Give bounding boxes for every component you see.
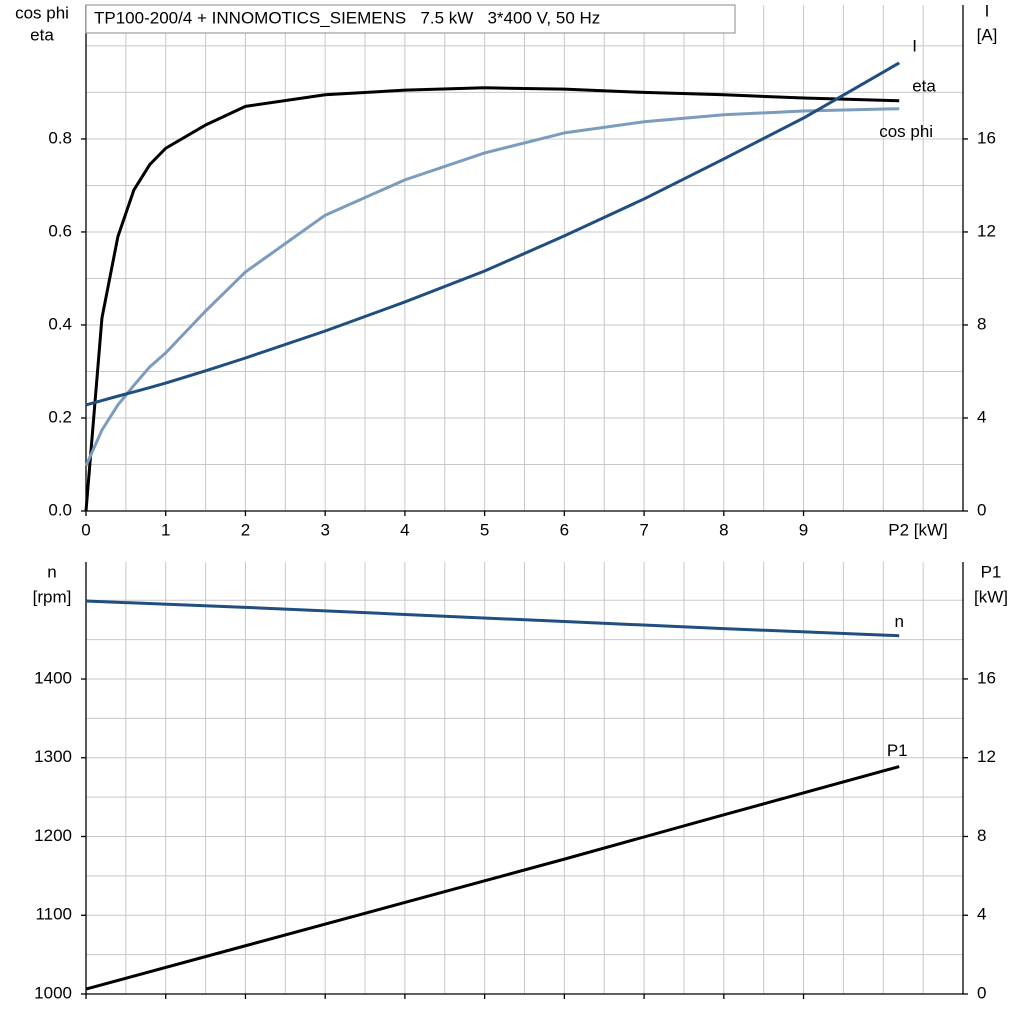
y-axis-label: [rpm] xyxy=(33,587,72,606)
y2-tick-label: 16 xyxy=(977,668,996,687)
x-tick-label: 3 xyxy=(320,520,329,539)
y-tick-label: 0.8 xyxy=(48,128,72,147)
y2-tick-label: 4 xyxy=(977,407,986,426)
y-tick-label: 0.6 xyxy=(48,221,72,240)
x-tick-label: 9 xyxy=(799,520,808,539)
x-tick-label: 4 xyxy=(400,520,409,539)
title-box xyxy=(85,4,736,34)
x-tick-label: 8 xyxy=(719,520,728,539)
series-line xyxy=(85,61,900,407)
series-label: n xyxy=(894,612,903,631)
y-axis-label: cos phi xyxy=(15,3,69,22)
y-tick-label: 0.0 xyxy=(48,500,72,519)
y2-tick-label: 4 xyxy=(977,905,986,924)
y-tick-label: 1000 xyxy=(34,983,72,1002)
series-line xyxy=(85,765,900,991)
y-axis-label: n xyxy=(47,562,56,581)
y2-axis-label: P1 xyxy=(981,562,1002,581)
y-tick-label: 0.4 xyxy=(48,314,72,333)
y-tick-label: 1400 xyxy=(34,669,72,688)
series-label: eta xyxy=(912,76,936,95)
x-tick-label: 7 xyxy=(639,520,648,539)
series-line xyxy=(84,107,900,467)
y2-tick-label: 16 xyxy=(977,128,996,147)
series-label: I xyxy=(912,36,917,55)
series-line xyxy=(85,599,900,638)
x-tick-label: 1 xyxy=(161,520,170,539)
y-tick-label: 0.2 xyxy=(48,407,72,426)
y2-axis-label: I xyxy=(985,1,990,20)
y2-tick-label: 12 xyxy=(977,747,996,766)
y2-tick-label: 8 xyxy=(977,314,986,333)
series-label: P1 xyxy=(887,741,908,760)
y2-tick-label: 8 xyxy=(977,826,986,845)
y2-axis-label: [A] xyxy=(977,25,998,44)
y-tick-label: 1200 xyxy=(34,826,72,845)
y-tick-label: 1300 xyxy=(34,747,72,766)
x-axis-label: P2 [kW] xyxy=(888,520,948,539)
series-line xyxy=(84,86,900,512)
series-label: cos phi xyxy=(879,122,933,141)
x-tick-label: 5 xyxy=(480,520,489,539)
x-tick-label: 2 xyxy=(241,520,250,539)
x-tick-label: 6 xyxy=(560,520,569,539)
y2-tick-label: 0 xyxy=(977,983,986,1002)
y2-tick-label: 12 xyxy=(977,221,996,240)
y-tick-label: 1100 xyxy=(35,905,72,924)
chart-title: TP100-200/4 + INNOMOTICS_SIEMENS 7.5 kW … xyxy=(94,8,600,27)
y2-axis-label: [kW] xyxy=(974,587,1008,606)
y-axis-label: eta xyxy=(30,25,54,44)
x-tick-label: 0 xyxy=(81,520,90,539)
y2-tick-label: 0 xyxy=(977,500,986,519)
